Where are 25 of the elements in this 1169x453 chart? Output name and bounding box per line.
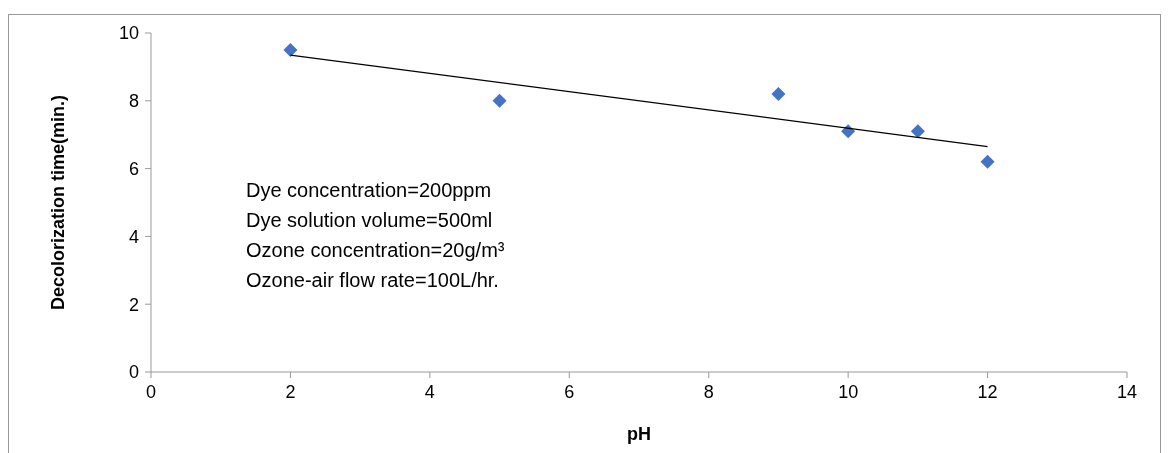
point (910, 124, 925, 139)
x-tick-label: 2 (285, 382, 296, 402)
point (980, 154, 995, 169)
y-tick-label: 10 (118, 23, 139, 44)
x-tick-label: 6 (564, 382, 575, 402)
x-tick-label: 0 (145, 382, 157, 402)
annotation: Ozone concentration=20g/m³ (246, 239, 505, 261)
x-tick-label: 8 (703, 382, 714, 402)
point (771, 87, 786, 102)
y-axis-title: Decolorization time(min.) (48, 94, 68, 311)
y-tick-label: 4 (128, 226, 139, 247)
point (283, 42, 298, 57)
annotation: Ozone-air flow rate=100L/hr. (246, 269, 499, 291)
x-tick-label: 12 (977, 382, 998, 402)
point (492, 93, 507, 108)
y-tick-label: 8 (128, 91, 139, 112)
y-tick-label: 6 (128, 158, 139, 179)
annotation: Dye solution volume=500ml (246, 209, 493, 231)
annotation: Dye concentration=200ppm (246, 179, 492, 201)
y-tick-label: 0 (128, 362, 139, 383)
x-tick-label: 10 (838, 382, 859, 402)
x-tick-label: 14 (1116, 382, 1138, 402)
x-axis-title: pH (627, 424, 651, 444)
x-tick-label: 4 (424, 382, 435, 402)
y-tick-label: 2 (128, 294, 139, 315)
